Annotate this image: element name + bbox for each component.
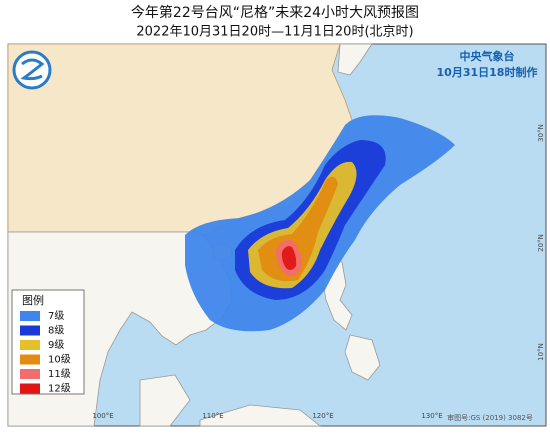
legend-label: 8级: [48, 325, 64, 337]
longitude-label: 130°E: [421, 412, 442, 420]
legend-swatch: [20, 340, 40, 350]
agency: 中央气象台: [460, 49, 515, 63]
latitude-label: 30°N: [537, 124, 545, 142]
legend-label: 11级: [48, 368, 71, 380]
subtitle: 2022年10月31日20时—11月1日20时(北京时): [136, 25, 413, 40]
longitude-label: 120°E: [312, 412, 333, 420]
legend-label: 10级: [48, 354, 71, 366]
legend-label: 9级: [48, 339, 64, 351]
legend-swatch: [20, 311, 40, 321]
legend-swatch: [20, 383, 40, 394]
approval-number: 审图号:GS (2019) 3082号: [447, 413, 533, 422]
longitude-label: 100°E: [92, 412, 113, 420]
latitude-label: 20°N: [537, 234, 545, 252]
latitude-label: 10°N: [537, 343, 545, 361]
legend-swatch: [20, 325, 40, 336]
title: 今年第22号台风“尼格”未来24小时大风预报图: [131, 4, 419, 21]
longitude-label: 110°E: [202, 412, 223, 420]
legend-items: 7级 8级 9级 10级 11级 12级: [20, 310, 71, 395]
legend-swatch: [20, 369, 40, 379]
legend-title: 图例: [22, 293, 44, 307]
wind-zones: [185, 115, 455, 332]
legend-label: 7级: [48, 310, 64, 322]
legend-swatch: [20, 354, 40, 365]
legend-label: 12级: [48, 383, 71, 395]
issued-time: 10月31日18时制作: [437, 65, 538, 79]
wind-zone: [281, 246, 297, 270]
graticule-labels: 100°E 110°E 120°E 130°E 30°N 20°N 10°N: [92, 124, 545, 420]
logo: [12, 50, 52, 90]
